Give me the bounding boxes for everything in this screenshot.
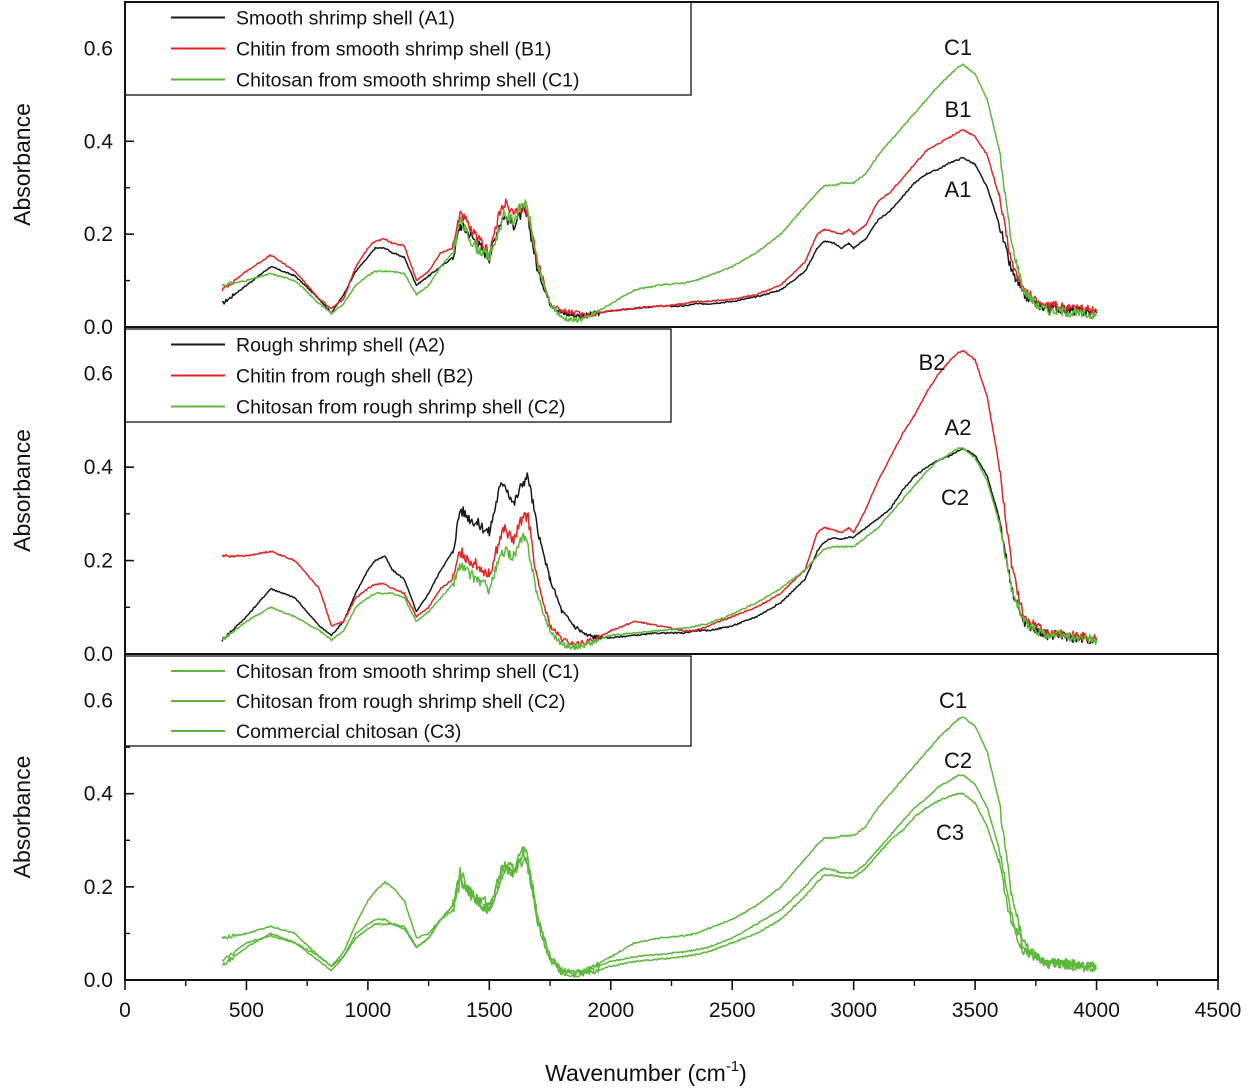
y-tick-label: 0.2 bbox=[84, 550, 113, 573]
x-tick-label: 0 bbox=[119, 999, 131, 1022]
x-axis-title-close: ) bbox=[739, 1060, 747, 1086]
y-tick-label: 0.4 bbox=[84, 456, 114, 479]
series-layer bbox=[221, 349, 1098, 651]
x-tick-label: 1500 bbox=[466, 999, 513, 1022]
series-line-c1 bbox=[221, 63, 1098, 323]
spectrum-panel-2: 0.0 0.2 0.4 0.6 Absorbance A2 B2 C2 Rough shrimp… bbox=[9, 326, 1219, 666]
x-tick-label: 4000 bbox=[1073, 999, 1120, 1022]
curve-label-c2: C2 bbox=[941, 485, 969, 510]
legend-panel-2: Rough shrimp shell (A2) Chitin from rough… bbox=[124, 328, 672, 423]
y-tick-label: 0.0 bbox=[84, 316, 113, 339]
legend-panel-1: Smooth shrimp shell (A1) Chitin from smoo… bbox=[124, 1, 692, 96]
legend-entry: Smooth shrimp shell (A1) bbox=[236, 8, 455, 30]
x-axis: 0 500 1000 1500 2000 2500 3000 3500 4000 4500 bbox=[119, 980, 1241, 1022]
legend-entry: Chitosan from rough shrimp shell (C2) bbox=[236, 691, 565, 713]
x-tick-label: 3000 bbox=[830, 999, 877, 1022]
curve-label-b2: B2 bbox=[919, 350, 946, 375]
y-tick-label: 0.6 bbox=[84, 363, 113, 386]
x-tick-label: 2500 bbox=[709, 999, 756, 1022]
y-axis-title: Absorbance bbox=[9, 429, 35, 552]
y-axis-panel-2: 0.0 0.2 0.4 0.6 bbox=[84, 363, 134, 666]
curve-label-c2: C2 bbox=[944, 748, 972, 773]
spectrum-panel-1: 0.0 0.2 0.4 0.6 Absorbance A1 B1 C1 Smooth shrim… bbox=[9, 1, 1219, 339]
x-tick-label: 500 bbox=[229, 999, 264, 1022]
curve-label-c1: C1 bbox=[944, 35, 972, 60]
y-tick-label: 0.6 bbox=[84, 690, 113, 713]
legend-entry: Chitosan from smooth shrimp shell (C1) bbox=[236, 661, 580, 683]
curve-label-a1: A1 bbox=[945, 177, 972, 202]
x-tick-label: 1000 bbox=[345, 999, 392, 1022]
y-axis-panel-1: 0.0 0.2 0.4 0.6 bbox=[84, 37, 134, 339]
y-axis-panel-3: 0.0 0.2 0.4 0.6 bbox=[84, 690, 134, 992]
y-tick-label: 0.0 bbox=[84, 969, 113, 992]
y-tick-label: 0.4 bbox=[84, 783, 114, 806]
curve-label-c3: C3 bbox=[936, 820, 964, 845]
y-axis-title: Absorbance bbox=[9, 756, 35, 879]
y-tick-label: 0.4 bbox=[84, 130, 114, 153]
panels-layer: 0.0 0.2 0.4 0.6 Absorbance A1 B1 C1 Smooth shrim… bbox=[9, 1, 1219, 992]
series-line-b1 bbox=[221, 129, 1098, 319]
series-line-c2 bbox=[222, 447, 1098, 651]
curve-label-b1: B1 bbox=[945, 97, 972, 122]
curve-label-c1: C1 bbox=[939, 688, 967, 713]
series-layer bbox=[221, 63, 1098, 323]
series-line-c3 bbox=[221, 792, 1097, 979]
x-axis-title-text: Wavenumber (cm bbox=[545, 1060, 726, 1086]
series-line-c1 bbox=[221, 716, 1098, 976]
y-axis-title: Absorbance bbox=[9, 103, 35, 226]
legend-panel-3: Chitosan from smooth shrimp shell (C1) Ch… bbox=[124, 655, 692, 747]
spectrum-panel-3: 0.0 0.2 0.4 0.6 Absorbance C1 C2 C3 Chitosan fro… bbox=[9, 653, 1219, 992]
y-tick-label: 0.0 bbox=[84, 643, 113, 666]
curve-label-a2: A2 bbox=[945, 415, 972, 440]
legend-entry: Commercial chitosan (C3) bbox=[236, 721, 461, 743]
x-tick-label: 3500 bbox=[952, 999, 999, 1022]
series-line-c2 bbox=[221, 774, 1097, 976]
y-tick-label: 0.6 bbox=[84, 37, 113, 60]
series-layer bbox=[221, 716, 1098, 979]
y-tick-label: 0.2 bbox=[84, 876, 113, 899]
x-axis-title-superscript: -1 bbox=[726, 1058, 739, 1075]
series-line-a2 bbox=[221, 447, 1098, 645]
legend-entry: Chitin from smooth shrimp shell (B1) bbox=[236, 39, 551, 61]
legend-entry: Chitosan from smooth shrimp shell (C1) bbox=[236, 70, 580, 92]
x-axis-title: Wavenumber (cm-1) bbox=[545, 1058, 747, 1086]
y-tick-label: 0.2 bbox=[84, 223, 113, 246]
legend-entry: Rough shrimp shell (A2) bbox=[236, 335, 445, 357]
x-tick-label: 4500 bbox=[1195, 999, 1242, 1022]
x-tick-label: 2000 bbox=[587, 999, 634, 1022]
legend-entry: Chitin from rough shell (B2) bbox=[236, 366, 473, 388]
legend-entry: Chitosan from rough shrimp shell (C2) bbox=[236, 397, 565, 419]
series-line-b2 bbox=[221, 349, 1098, 647]
